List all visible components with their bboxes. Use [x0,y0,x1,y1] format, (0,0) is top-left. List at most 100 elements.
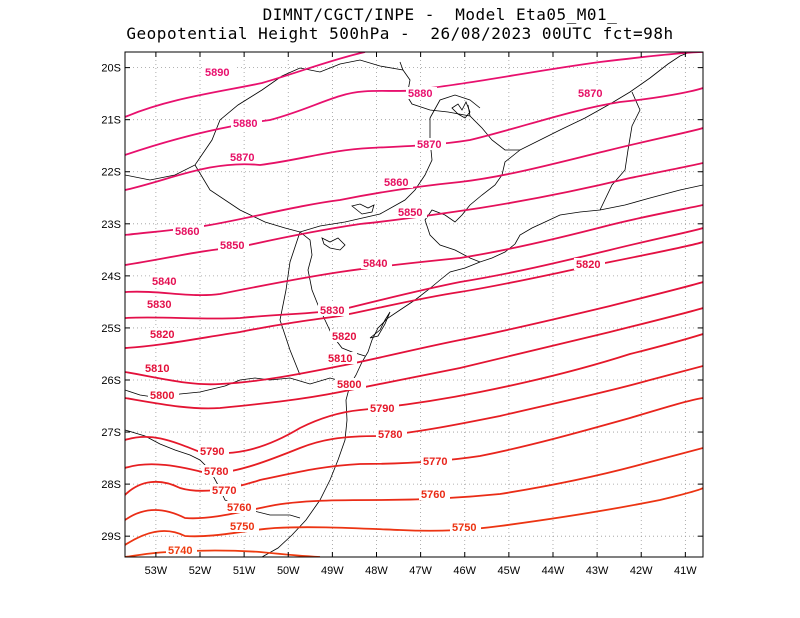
contour-label-5800: 5800 [337,379,361,391]
contour-label-5890: 5890 [205,67,229,79]
contour-label-5820: 5820 [576,259,600,271]
contour-label-5810: 5810 [145,363,169,375]
reservoir-2 [351,203,375,215]
y-tick-label: 23S [101,219,121,231]
contour-label-bg [406,87,437,99]
contour-label-5870: 5870 [578,88,602,100]
contour-line-5800 [125,307,703,410]
x-tick-label: 52W [189,565,212,577]
x-tick-label: 48W [365,565,388,577]
contour-line-5830 [125,227,703,320]
contour-label-5790: 5790 [370,403,394,415]
contour-label-5790: 5790 [200,446,224,458]
lagoon [369,311,391,339]
contour-line-5790 [125,333,703,455]
contour-label-5850: 5850 [398,207,422,219]
contour-label-5840: 5840 [363,258,387,270]
coastline-south [399,61,703,263]
x-tick-label: 53W [145,565,168,577]
contour-label-bg [145,298,176,310]
contour-label-bg [368,402,399,414]
contour-label-bg [450,521,481,533]
contour-label-bg [330,330,361,342]
contour-label-bg [376,428,407,440]
state-border-4 [125,59,404,181]
contour-label-5870: 5870 [417,139,441,151]
contour-label-bg [335,378,366,390]
contour-label-bg [415,138,446,150]
contour-label-5740: 5740 [168,545,192,557]
y-tick-label: 27S [101,427,121,439]
contour-label-5760: 5760 [421,489,445,501]
state-border-7 [429,94,481,119]
y-tick-label: 22S [101,167,121,179]
y-tick-label: 25S [101,323,121,335]
contour-label-bg [228,520,259,532]
x-tick-label: 45W [498,565,521,577]
x-tick-label: 43W [586,565,609,577]
contour-label-bg [203,66,234,78]
contour-line-5860 [125,127,703,236]
contour-label-5840: 5840 [152,276,176,288]
x-tick-label: 50W [277,565,300,577]
contour-label-5830: 5830 [147,299,171,311]
contour-label-bg [173,225,204,237]
contour-line-5890 [125,52,366,118]
contour-label-5860: 5860 [175,226,199,238]
contour-label-bg [148,328,179,340]
x-tick-label: 44W [542,565,565,577]
contour-label-bg [231,117,262,129]
y-tick-label: 24S [101,271,121,283]
contour-label-5780: 5780 [378,429,402,441]
x-tick-label: 47W [409,565,432,577]
contour-label-bg [382,176,413,188]
contour-label-5770: 5770 [212,485,236,497]
contour-label-5830: 5830 [320,305,344,317]
y-tick-label: 21S [101,115,121,127]
contour-lines [125,52,703,557]
contour-line-5870 [125,87,703,191]
chart-title-line2: Geopotential Height 500hPa - 26/08/2023 … [126,24,674,43]
x-tick-label: 46W [453,565,476,577]
contour-label-5870: 5870 [230,152,254,164]
contour-label-5820: 5820 [332,331,356,343]
contour-label-bg [210,484,241,496]
state-border-8 [599,91,641,211]
reservoir-3 [321,237,346,251]
contour-label-5850: 5850 [220,240,244,252]
contour-label-5770: 5770 [423,456,447,468]
coastline [402,52,691,151]
reservoir-1 [451,101,471,119]
contour-label-bg [326,352,357,364]
x-tick-label: 42W [630,565,653,577]
contour-label-5860: 5860 [384,177,408,189]
y-axis-ticks: 20S 21S 22S 23S 24S 25S 26S 27S 28S 29S [101,63,703,543]
contour-line-5770 [125,397,703,496]
contour-label-bg [576,87,607,99]
contour-label-5820: 5820 [150,329,174,341]
contour-label-bg [166,544,197,556]
contour-line-5820 [125,241,703,349]
contour-label-bg [421,455,452,467]
contour-label-5750: 5750 [230,521,254,533]
x-tick-label: 49W [321,565,344,577]
contour-line-5760 [125,447,703,521]
y-tick-label: 20S [101,63,121,75]
contour-label-bg [225,501,256,513]
contour-label-5750: 5750 [452,522,476,534]
contour-label-bg [150,275,181,287]
contour-line-5740 [125,549,321,557]
map-frame [124,51,704,558]
chart-title-line1: DIMNT/CGCT/INPE - Model Eta05_M01_ [262,5,618,24]
contour-label-5880: 5880 [233,118,257,130]
coastline-and-borders [125,52,703,557]
contour-label-bg [361,257,392,269]
contour-label-bg [396,206,427,218]
contour-line-5750 [125,487,703,546]
contour-label-bg [202,465,233,477]
contour-line-5810 [125,281,703,386]
contour-label-bg [198,445,229,457]
state-border-2 [125,429,301,519]
contour-label-bg [143,362,174,374]
